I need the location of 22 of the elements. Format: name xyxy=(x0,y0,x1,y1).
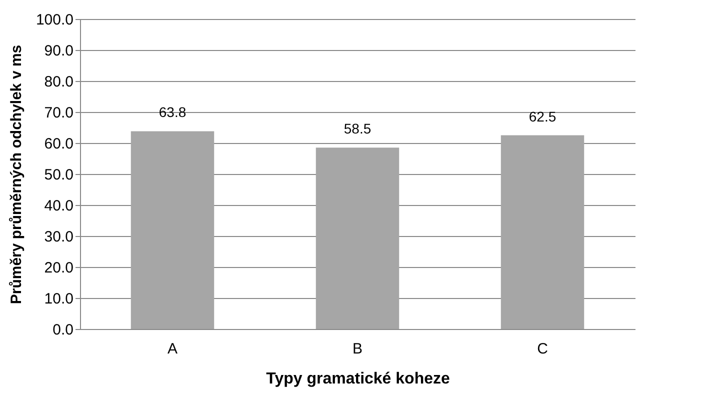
y-tick-label: 50.0 xyxy=(44,166,74,184)
y-axis-title: Průměry průměrných odchylek v ms xyxy=(8,44,25,304)
bar xyxy=(316,148,400,329)
x-tick-label: B xyxy=(352,340,363,358)
bar xyxy=(500,135,584,329)
y-tick-label: 40.0 xyxy=(44,198,74,214)
y-tick-label: 70.0 xyxy=(44,104,74,122)
y-tick-label: 100.0 xyxy=(36,12,74,28)
bar xyxy=(130,131,214,329)
y-tick-label: 60.0 xyxy=(44,136,74,152)
y-tick-label: 30.0 xyxy=(44,228,74,246)
data-label: 62.5 xyxy=(528,108,556,124)
data-label: 63.8 xyxy=(158,104,186,120)
x-axis-title: Typy gramatické koheze xyxy=(266,370,450,388)
y-tick-label: 20.0 xyxy=(44,260,74,276)
x-tick-label: C xyxy=(537,340,548,358)
y-tick-label: 90.0 xyxy=(44,42,74,60)
y-tick-label: 10.0 xyxy=(44,290,74,308)
data-label: 58.5 xyxy=(344,120,372,137)
y-tick-label: 0.0 xyxy=(52,322,74,338)
x-tick-label: A xyxy=(167,340,178,358)
y-tick-label: 80.0 xyxy=(44,74,74,90)
